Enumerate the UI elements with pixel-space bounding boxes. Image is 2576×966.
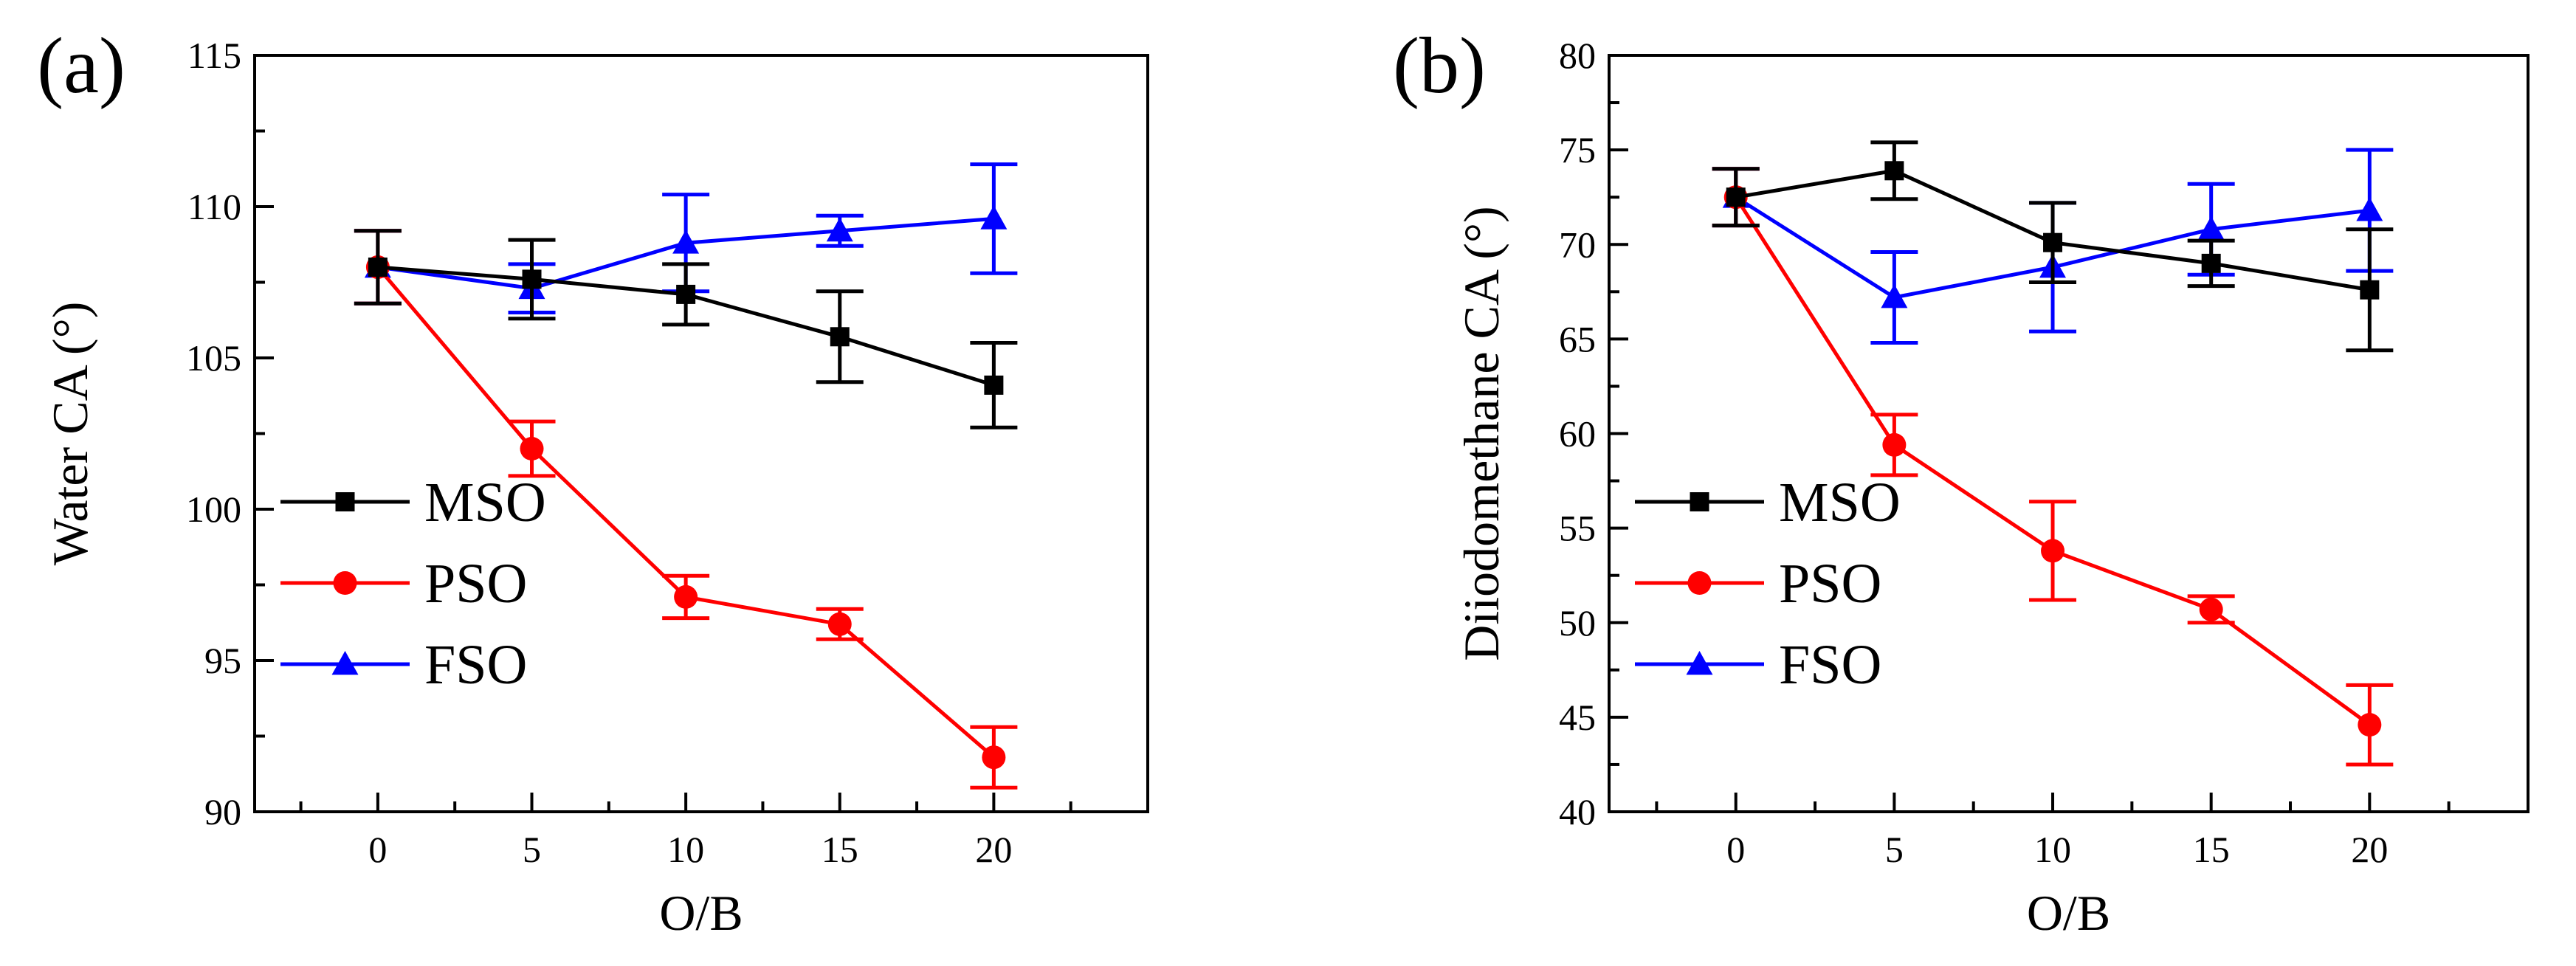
y-axis-label: Diiodomethane CA (°) — [1453, 206, 1509, 660]
x-tick-label: 20 — [975, 829, 1012, 870]
data-point — [1884, 161, 1904, 181]
x-axis-label: O/B — [2027, 885, 2110, 941]
data-point — [1726, 187, 1746, 207]
x-tick-label: 0 — [1726, 829, 1745, 870]
data-point — [830, 327, 850, 347]
data-point — [2197, 215, 2225, 241]
x-tick-label: 20 — [2351, 829, 2388, 870]
legend-label: FSO — [1779, 634, 1881, 696]
chart-panel: 90 95 100 105 110 115 0 5 10 15 20 O/B Water CA (°) (… — [37, 22, 1149, 941]
panel-label: (a) — [37, 22, 125, 110]
data-point — [368, 258, 388, 277]
legend-marker — [335, 492, 355, 511]
y-tick-label: 60 — [1559, 413, 1596, 455]
y-tick-label: 105 — [186, 337, 241, 379]
data-point — [676, 284, 696, 304]
data-point — [672, 230, 700, 254]
legend-marker — [1686, 651, 1713, 675]
data-point — [1881, 284, 1908, 308]
y-tick-label: 55 — [1559, 508, 1596, 549]
x-tick-label: 5 — [523, 829, 541, 870]
data-point — [826, 217, 853, 242]
y-tick-label: 75 — [1559, 129, 1596, 170]
data-point — [520, 437, 544, 460]
data-point — [2043, 232, 2063, 252]
legend-label: MSO — [424, 472, 546, 534]
y-tick-label: 50 — [1559, 602, 1596, 644]
legend-marker — [1690, 492, 1709, 511]
y-axis-label: Water CA (°) — [42, 302, 98, 566]
x-axis-label: O/B — [659, 885, 743, 941]
x-tick-label: 10 — [2034, 829, 2071, 870]
panel-label: (b) — [1393, 22, 1486, 110]
legend-marker — [1687, 571, 1712, 595]
y-tick-label: 115 — [187, 35, 241, 76]
chart-panel: 40 45 50 55 60 65 70 75 80 0 5 10 15 20 O/B Diiodometha… — [1393, 22, 2529, 941]
data-point — [982, 745, 1006, 770]
x-tick-label: 0 — [368, 829, 387, 870]
plot-frame — [253, 54, 1149, 813]
series-mso — [354, 229, 1018, 429]
y-tick-label: 95 — [204, 640, 241, 681]
data-point — [984, 375, 1004, 395]
legend: MSO PSO FSO — [1635, 472, 1901, 696]
data-point — [2356, 197, 2383, 221]
legend-label: MSO — [1779, 472, 1901, 534]
legend-marker — [333, 571, 357, 595]
y-tick-label: 65 — [1559, 318, 1596, 359]
y-tick-label: 110 — [187, 186, 241, 227]
data-point — [2199, 597, 2223, 621]
x-tick-label: 10 — [667, 829, 704, 870]
y-tick-label: 100 — [186, 489, 241, 530]
y-tick-label: 45 — [1559, 697, 1596, 738]
legend-marker — [331, 651, 359, 675]
y-tick-label: 70 — [1559, 224, 1596, 265]
legend: MSO PSO FSO — [280, 472, 546, 696]
y-tick-label: 40 — [1559, 791, 1596, 832]
x-tick-label: 5 — [1885, 829, 1904, 870]
data-point — [1882, 432, 1907, 457]
x-tick-label: 15 — [822, 829, 858, 870]
x-tick-label: 15 — [2193, 829, 2230, 870]
data-point — [2358, 713, 2382, 737]
y-tick-label: 90 — [204, 791, 241, 832]
data-point — [2360, 280, 2380, 300]
series-mso — [1712, 140, 2394, 353]
data-point — [674, 584, 698, 609]
legend-label: PSO — [424, 553, 527, 615]
data-point — [827, 612, 852, 636]
data-point — [522, 269, 542, 289]
legend-label: PSO — [1779, 553, 1881, 615]
y-tick-label: 80 — [1559, 35, 1596, 76]
data-point — [2041, 539, 2065, 563]
data-point — [2201, 253, 2221, 273]
series-pso — [1712, 167, 2394, 767]
legend-label: FSO — [424, 634, 527, 696]
data-point — [980, 205, 1008, 230]
